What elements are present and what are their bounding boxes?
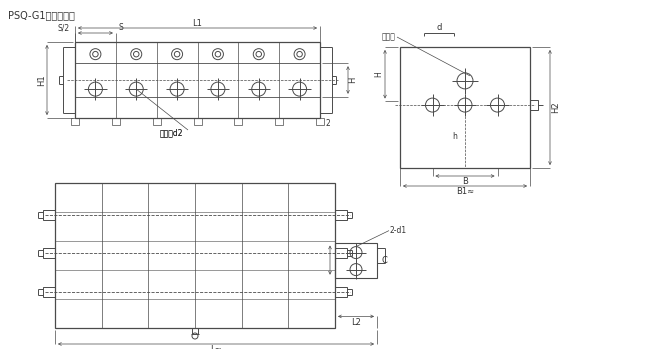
- Text: H: H: [374, 71, 384, 77]
- Text: 2-d1: 2-d1: [389, 226, 406, 235]
- Bar: [194, 118, 201, 125]
- Bar: [75, 42, 320, 118]
- Bar: [71, 118, 79, 125]
- Text: 出油口d2: 出油口d2: [160, 128, 184, 138]
- Text: d: d: [436, 23, 442, 32]
- Bar: [55, 183, 335, 328]
- Text: H2: H2: [551, 102, 561, 113]
- Text: 进油口: 进油口: [381, 32, 395, 42]
- Bar: [335, 210, 347, 220]
- Bar: [43, 247, 55, 258]
- Text: PSQ-G1系列外形图: PSQ-G1系列外形图: [8, 10, 75, 20]
- Bar: [153, 118, 161, 125]
- Bar: [316, 118, 324, 125]
- Bar: [335, 247, 347, 258]
- Text: B: B: [462, 177, 468, 186]
- Text: L1: L1: [193, 18, 202, 28]
- Bar: [275, 118, 283, 125]
- Text: 2: 2: [325, 119, 330, 127]
- Bar: [335, 243, 377, 277]
- Text: 出油口d2: 出油口d2: [160, 128, 184, 138]
- Bar: [335, 287, 347, 297]
- Text: H: H: [348, 77, 358, 83]
- Text: L≈: L≈: [210, 346, 222, 349]
- Bar: [112, 118, 120, 125]
- Bar: [400, 47, 530, 168]
- Text: S: S: [119, 23, 124, 32]
- Bar: [234, 118, 242, 125]
- Text: H1: H1: [37, 74, 47, 86]
- Text: B1≈: B1≈: [456, 186, 474, 195]
- Bar: [530, 100, 538, 110]
- Bar: [43, 210, 55, 220]
- Bar: [43, 287, 55, 297]
- Text: C: C: [382, 255, 388, 265]
- Text: h: h: [453, 132, 458, 141]
- Text: S/2: S/2: [58, 23, 70, 32]
- Text: L2: L2: [351, 318, 361, 327]
